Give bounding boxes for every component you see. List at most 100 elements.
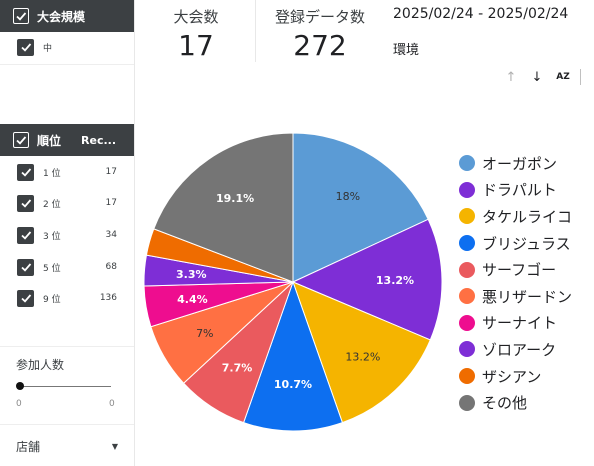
participants-slider-track[interactable] [20,386,111,387]
legend-item[interactable]: その他 [459,389,589,416]
legend-label: ドラパルト [482,181,557,200]
participants-max-value: 0 [109,399,115,409]
rank-record-count: 17 [105,198,117,208]
divider [0,346,134,347]
legend-item[interactable]: サーフゴー [459,256,589,283]
sort-icon[interactable]: AZ [556,72,570,82]
rank-label: 1 位 [43,168,61,179]
divider [580,69,581,85]
legend-swatch [459,235,475,252]
divider [255,0,256,62]
legend-swatch [459,261,475,278]
legend-item[interactable]: ザシアン [459,363,589,390]
rank-select-all-checkbox[interactable] [13,132,29,148]
rank-row[interactable]: 9 位 136 [17,289,117,307]
rank-record-count: 17 [105,167,117,177]
legend-item[interactable]: 悪リザードン [459,283,589,310]
pie-slice[interactable] [291,218,443,341]
legend-label: タケルライコ [482,207,573,226]
pie-slice[interactable] [292,281,431,424]
rank-row[interactable]: 2 位 17 [17,194,117,212]
rank-checkbox[interactable] [17,194,34,212]
date-range-control[interactable]: 2025/02/24 - 2025/02/24 [393,6,569,22]
pie-slice[interactable] [242,280,344,432]
rank-label: 2 位 [43,199,61,210]
rank-checkbox[interactable] [17,163,34,181]
legend-swatch [459,155,475,172]
check-icon [20,263,31,272]
legend-label: サーフゴー [482,261,557,280]
entry-count-value: 272 [293,29,347,62]
divider [0,64,134,65]
legend-label: その他 [482,394,528,413]
legend-item[interactable]: オーガポン [459,150,589,177]
rank-record-count: 136 [99,293,117,303]
rank-row[interactable]: 3 位 34 [17,226,117,244]
check-icon [20,168,31,177]
store-dropdown-label: 店舗 [16,440,41,454]
legend-label: 悪リザードン [482,287,573,306]
legend-label: ザシアン [482,367,542,386]
entry-count-scorecard: 登録データ数 272 [272,6,368,62]
tournament-count-scorecard: 大会数 17 [160,6,232,62]
tournament-count-value: 17 [178,29,214,62]
legend-item[interactable]: ブリジュラス [459,230,589,257]
check-icon [16,136,27,145]
chart-toolbar: ↑ ↓ AZ [502,69,581,85]
rank-record-count: 34 [105,230,117,240]
record-count-column-header[interactable]: Rec... [81,133,117,147]
legend-item[interactable]: ゾロアーク [459,336,589,363]
divider [0,424,134,425]
legend-swatch [459,341,475,358]
legend-item[interactable]: ドラパルト [459,177,589,204]
store-dropdown[interactable]: 店舗 ▼ [16,438,118,455]
pie-slice[interactable] [292,132,429,283]
size-option-label: 中 [43,43,53,54]
legend-label: オーガポン [482,154,558,173]
check-icon [20,294,31,303]
filter-sidebar: 大会規模 中 順位 Rec... 1 位 17 2 位 17 3 位 34 5 … [0,0,135,466]
rank-filter-title: 順位 [37,133,62,148]
environment-label: 環境 [393,43,420,58]
legend-swatch [459,314,475,331]
size-select-all-checkbox[interactable] [13,8,29,24]
participants-slider-handle[interactable] [16,382,24,390]
legend-swatch [459,394,475,411]
entry-count-label: 登録データ数 [274,8,365,26]
legend-label: ゾロアーク [482,340,557,359]
legend-label: サーナイト [482,314,558,333]
participants-filter-title: 参加人数 [16,358,65,372]
rank-label: 3 位 [43,231,61,242]
pie-slice[interactable] [153,132,294,283]
rank-checkbox[interactable] [17,226,34,244]
legend-item[interactable]: サーナイト [459,310,589,337]
arrow-down-icon[interactable]: ↓ [531,69,543,85]
check-icon [16,12,27,21]
rank-checkbox[interactable] [17,289,34,307]
chart-legend: オーガポンドラパルトタケルライコ ブリジュラス サーフゴー悪リザードン サーナイトゾロ… [459,150,589,416]
size-filter-title: 大会規模 [37,9,86,24]
rank-checkbox[interactable] [17,258,34,276]
rank-record-count: 68 [105,262,117,272]
legend-swatch [459,181,475,198]
check-icon [20,199,31,208]
legend-swatch [459,208,475,225]
size-option-checkbox[interactable] [17,38,34,56]
arrow-up-icon[interactable]: ↑ [505,69,517,85]
check-icon [20,231,31,240]
legend-label: ブリジュラス [482,234,571,253]
legend-swatch [459,288,475,305]
check-icon [20,43,31,52]
legend-swatch [459,368,475,385]
rank-row[interactable]: 1 位 17 [17,163,117,181]
legend-item[interactable]: タケルライコ [459,203,589,230]
rank-label: 9 位 [43,294,61,305]
size-option-row[interactable]: 中 [17,38,117,56]
size-filter-header[interactable]: 大会規模 [0,0,134,32]
caret-down-icon: ▼ [111,442,118,451]
participants-min-value: 0 [16,399,22,409]
rank-row[interactable]: 5 位 68 [17,258,117,276]
tournament-count-label: 大会数 [173,8,219,26]
rank-filter-header[interactable]: 順位 Rec... [0,124,134,156]
rank-label: 5 位 [43,263,61,274]
